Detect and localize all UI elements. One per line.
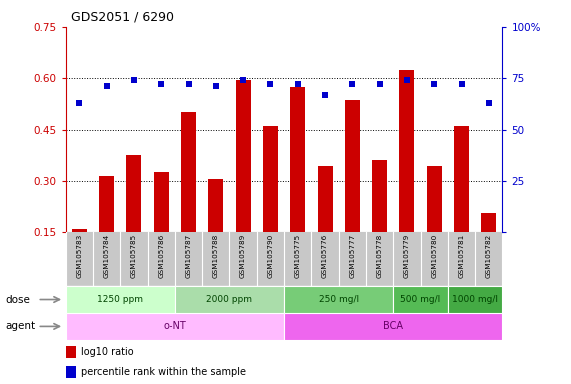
Bar [290, 87, 305, 232]
Bar [66, 313, 284, 340]
Text: GSM105788: GSM105788 [213, 234, 219, 278]
Text: GSM105783: GSM105783 [77, 234, 82, 278]
Point [375, 81, 384, 88]
Point [184, 81, 193, 88]
Point [484, 100, 493, 106]
Text: GSM105789: GSM105789 [240, 234, 246, 278]
Text: percentile rank within the sample: percentile rank within the sample [81, 367, 246, 377]
Text: log10 ratio: log10 ratio [81, 347, 134, 357]
Text: 250 mg/l: 250 mg/l [319, 295, 359, 304]
Bar [454, 126, 469, 232]
Bar [317, 166, 332, 232]
Text: GDS2051 / 6290: GDS2051 / 6290 [71, 10, 174, 23]
Point [429, 81, 439, 88]
Text: BCA: BCA [383, 321, 403, 331]
Point [457, 81, 466, 88]
Point [211, 83, 220, 89]
Point [102, 83, 111, 89]
Bar [154, 172, 168, 232]
Point [130, 77, 139, 83]
Bar [345, 101, 360, 232]
Text: GSM105790: GSM105790 [267, 234, 274, 278]
Bar [236, 80, 251, 232]
Text: GSM105780: GSM105780 [431, 234, 437, 278]
Point [266, 81, 275, 88]
Text: GSM105781: GSM105781 [459, 234, 465, 278]
Text: 1000 mg/l: 1000 mg/l [452, 295, 498, 304]
Text: GSM105776: GSM105776 [322, 234, 328, 278]
Text: agent: agent [6, 321, 36, 331]
Point [156, 81, 166, 88]
Text: GSM105775: GSM105775 [295, 234, 301, 278]
Point [239, 77, 248, 83]
Bar [126, 155, 142, 232]
Bar [481, 214, 496, 232]
Bar [284, 286, 393, 313]
Point [293, 81, 302, 88]
Text: GSM105787: GSM105787 [186, 234, 191, 278]
Bar [208, 179, 223, 232]
Bar [427, 166, 442, 232]
Text: GSM105784: GSM105784 [103, 234, 110, 278]
Text: GSM105786: GSM105786 [158, 234, 164, 278]
Bar [400, 70, 415, 232]
Bar [181, 113, 196, 232]
Bar [284, 313, 502, 340]
Bar [448, 286, 502, 313]
Bar [66, 346, 77, 358]
Text: GSM105779: GSM105779 [404, 234, 410, 278]
Point [320, 92, 329, 98]
Text: o-NT: o-NT [163, 321, 186, 331]
Text: 1250 ppm: 1250 ppm [97, 295, 143, 304]
Point [348, 81, 357, 88]
Bar [393, 286, 448, 313]
Bar [175, 286, 284, 313]
Text: GSM105777: GSM105777 [349, 234, 355, 278]
Point [75, 100, 84, 106]
Bar [66, 286, 175, 313]
Bar [372, 161, 387, 232]
Bar [72, 229, 87, 232]
Bar [66, 366, 77, 378]
Bar [99, 176, 114, 232]
Text: GSM105782: GSM105782 [486, 234, 492, 278]
Text: 2000 ppm: 2000 ppm [207, 295, 252, 304]
Text: GSM105785: GSM105785 [131, 234, 137, 278]
Bar [263, 126, 278, 232]
Text: dose: dose [6, 295, 31, 305]
Point [403, 77, 412, 83]
Text: 500 mg/l: 500 mg/l [400, 295, 441, 304]
Text: GSM105778: GSM105778 [377, 234, 383, 278]
